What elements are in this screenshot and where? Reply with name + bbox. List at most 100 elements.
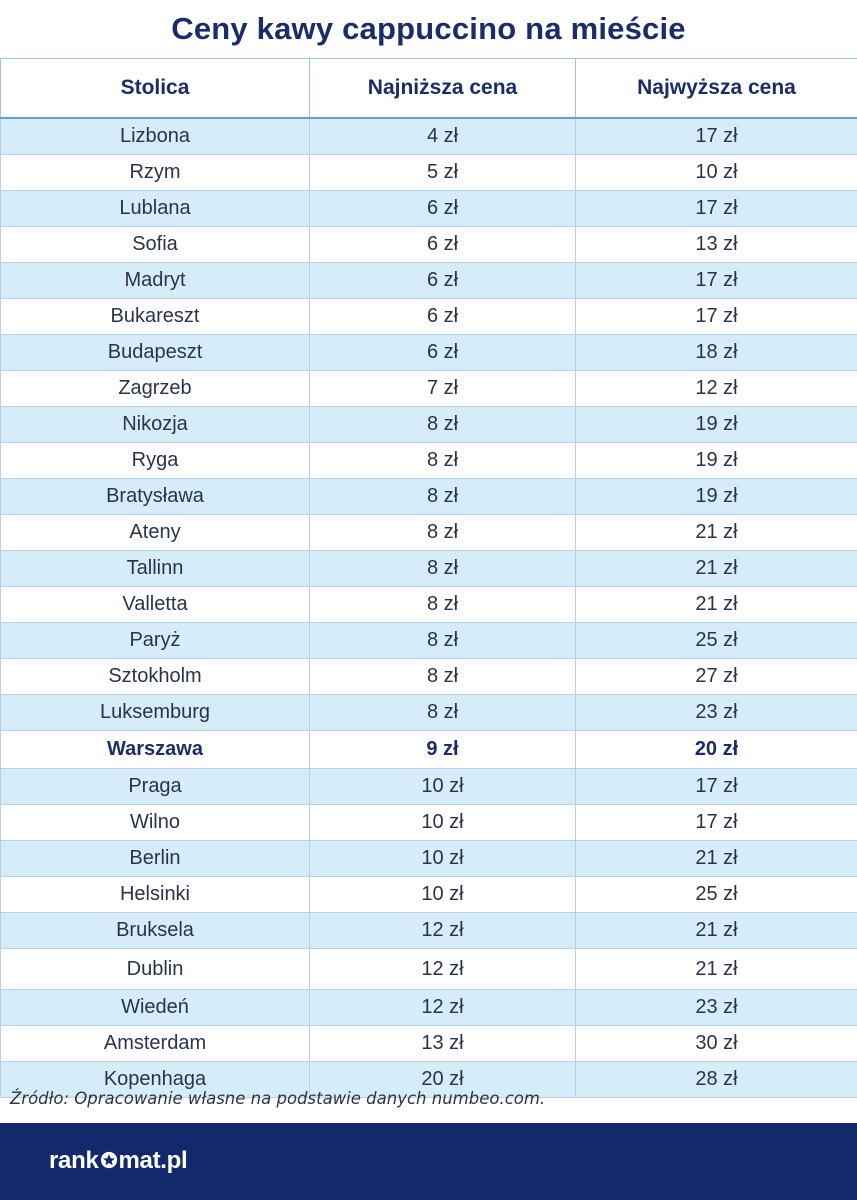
cell-max-price: 30 zł <box>575 1025 857 1062</box>
table-row: Sztokholm 8 zł 27 zł <box>0 658 857 695</box>
cell-min-price: 6 zł <box>309 262 576 299</box>
price-table: Stolica Najniższa cena Najwyższa cena Li… <box>0 58 857 1098</box>
cell-max-price: 21 zł <box>575 514 857 551</box>
cell-min-price: 8 zł <box>309 586 576 623</box>
table-row: Nikozja 8 zł 19 zł <box>0 406 857 443</box>
table-row: Madryt 6 zł 17 zł <box>0 262 857 299</box>
cell-max-price: 23 zł <box>575 989 857 1026</box>
cell-capital: Luksemburg <box>0 694 310 731</box>
cell-min-price: 12 zł <box>309 948 576 990</box>
source-note: Źródło: Opracowanie własne na podstawie … <box>10 1089 546 1108</box>
cell-max-price: 12 zł <box>575 370 857 407</box>
cell-min-price: 8 zł <box>309 694 576 731</box>
cell-min-price: 6 zł <box>309 334 576 371</box>
cell-min-price: 8 zł <box>309 478 576 515</box>
table-row: Lizbona 4 zł 17 zł <box>0 117 857 155</box>
table-row: Wilno 10 zł 17 zł <box>0 804 857 841</box>
cell-max-price: 21 zł <box>575 586 857 623</box>
cell-max-price: 21 zł <box>575 550 857 587</box>
cell-capital: Dublin <box>0 948 310 990</box>
cell-capital: Bruksela <box>0 912 310 949</box>
cell-max-price: 17 zł <box>575 117 857 155</box>
column-header-capital: Stolica <box>0 58 310 119</box>
cell-max-price: 19 zł <box>575 442 857 479</box>
table-row: Praga 10 zł 17 zł <box>0 768 857 805</box>
cell-capital: Amsterdam <box>0 1025 310 1062</box>
cell-capital: Kopenhaga <box>0 1061 310 1098</box>
cell-capital: Bukareszt <box>0 298 310 335</box>
cell-capital: Paryż <box>0 622 310 659</box>
cell-capital: Ryga <box>0 442 310 479</box>
brand-text-right: mat.pl <box>118 1147 188 1174</box>
table-header-row: Stolica Najniższa cena Najwyższa cena <box>0 58 857 119</box>
cell-max-price: 13 zł <box>575 226 857 263</box>
cell-max-price: 19 zł <box>575 478 857 515</box>
cell-min-price: 8 zł <box>309 442 576 479</box>
cell-min-price: 10 zł <box>309 840 576 877</box>
cell-max-price: 10 zł <box>575 154 857 191</box>
cell-capital: Rzym <box>0 154 310 191</box>
cell-capital: Sofia <box>0 226 310 263</box>
cell-min-price: 7 zł <box>309 370 576 407</box>
cell-max-price: 21 zł <box>575 912 857 949</box>
table-row: Bratysława 8 zł 19 zł <box>0 478 857 515</box>
cell-capital: Madryt <box>0 262 310 299</box>
cell-min-price: 8 zł <box>309 622 576 659</box>
cell-capital: Helsinki <box>0 876 310 913</box>
cell-min-price: 10 zł <box>309 804 576 841</box>
table-row: Lublana 6 zł 17 zł <box>0 190 857 227</box>
cell-capital: Wiedeń <box>0 989 310 1026</box>
cell-max-price: 18 zł <box>575 334 857 371</box>
cell-max-price: 19 zł <box>575 406 857 443</box>
cell-min-price: 8 zł <box>309 514 576 551</box>
table-body: Lizbona 4 zł 17 zł Rzym 5 zł 10 zł Lublana 6 zł… <box>0 117 857 1098</box>
cell-min-price: 6 zł <box>309 226 576 263</box>
cell-capital: Lizbona <box>0 117 310 155</box>
cell-min-price: 4 zł <box>309 117 576 155</box>
table-row: Kopenhaga 20 zł 28 zł <box>0 1061 857 1098</box>
cell-capital: Zagrzeb <box>0 370 310 407</box>
cell-max-price: 17 zł <box>575 190 857 227</box>
cell-max-price: 21 zł <box>575 840 857 877</box>
cell-capital: Ateny <box>0 514 310 551</box>
cell-capital: Warszawa <box>0 730 310 769</box>
table-row: Ateny 8 zł 21 zł <box>0 514 857 551</box>
cell-capital: Berlin <box>0 840 310 877</box>
table-row: Dublin 12 zł 21 zł <box>0 948 857 990</box>
cell-min-price: 10 zł <box>309 768 576 805</box>
table-row: Bruksela 12 zł 21 zł <box>0 912 857 949</box>
table-row: Budapeszt 6 zł 18 zł <box>0 334 857 371</box>
cell-min-price: 5 zł <box>309 154 576 191</box>
cell-max-price: 25 zł <box>575 876 857 913</box>
cell-capital: Valletta <box>0 586 310 623</box>
cell-min-price: 9 zł <box>309 730 576 769</box>
table-row: Ryga 8 zł 19 zł <box>0 442 857 479</box>
cell-max-price: 17 zł <box>575 298 857 335</box>
brand-logo[interactable]: rank mat.pl <box>49 1147 188 1175</box>
cell-min-price: 8 zł <box>309 658 576 695</box>
page-title: Ceny kawy cappuccino na mieście <box>171 11 686 46</box>
table-row: Tallinn 8 zł 21 zł <box>0 550 857 587</box>
table-row: Warszawa 9 zł 20 zł <box>0 730 857 769</box>
cell-capital: Bratysława <box>0 478 310 515</box>
cell-max-price: 27 zł <box>575 658 857 695</box>
cell-max-price: 21 zł <box>575 948 857 990</box>
cell-min-price: 12 zł <box>309 912 576 949</box>
cell-min-price: 10 zł <box>309 876 576 913</box>
cell-min-price: 6 zł <box>309 298 576 335</box>
table-row: Rzym 5 zł 10 zł <box>0 154 857 191</box>
cell-min-price: 13 zł <box>309 1025 576 1062</box>
cell-capital: Wilno <box>0 804 310 841</box>
cell-capital: Praga <box>0 768 310 805</box>
table-row: Valletta 8 zł 21 zł <box>0 586 857 623</box>
table-row: Zagrzeb 7 zł 12 zł <box>0 370 857 407</box>
column-header-max-price: Najwyższa cena <box>575 58 857 119</box>
cell-max-price: 23 zł <box>575 694 857 731</box>
cell-capital: Budapeszt <box>0 334 310 371</box>
table-row: Bukareszt 6 zł 17 zł <box>0 298 857 335</box>
footer-bar: rank mat.pl <box>0 1123 857 1200</box>
table-row: Sofia 6 zł 13 zł <box>0 226 857 263</box>
cell-min-price: 12 zł <box>309 989 576 1026</box>
cell-capital: Tallinn <box>0 550 310 587</box>
column-header-min-price: Najniższa cena <box>309 58 576 119</box>
